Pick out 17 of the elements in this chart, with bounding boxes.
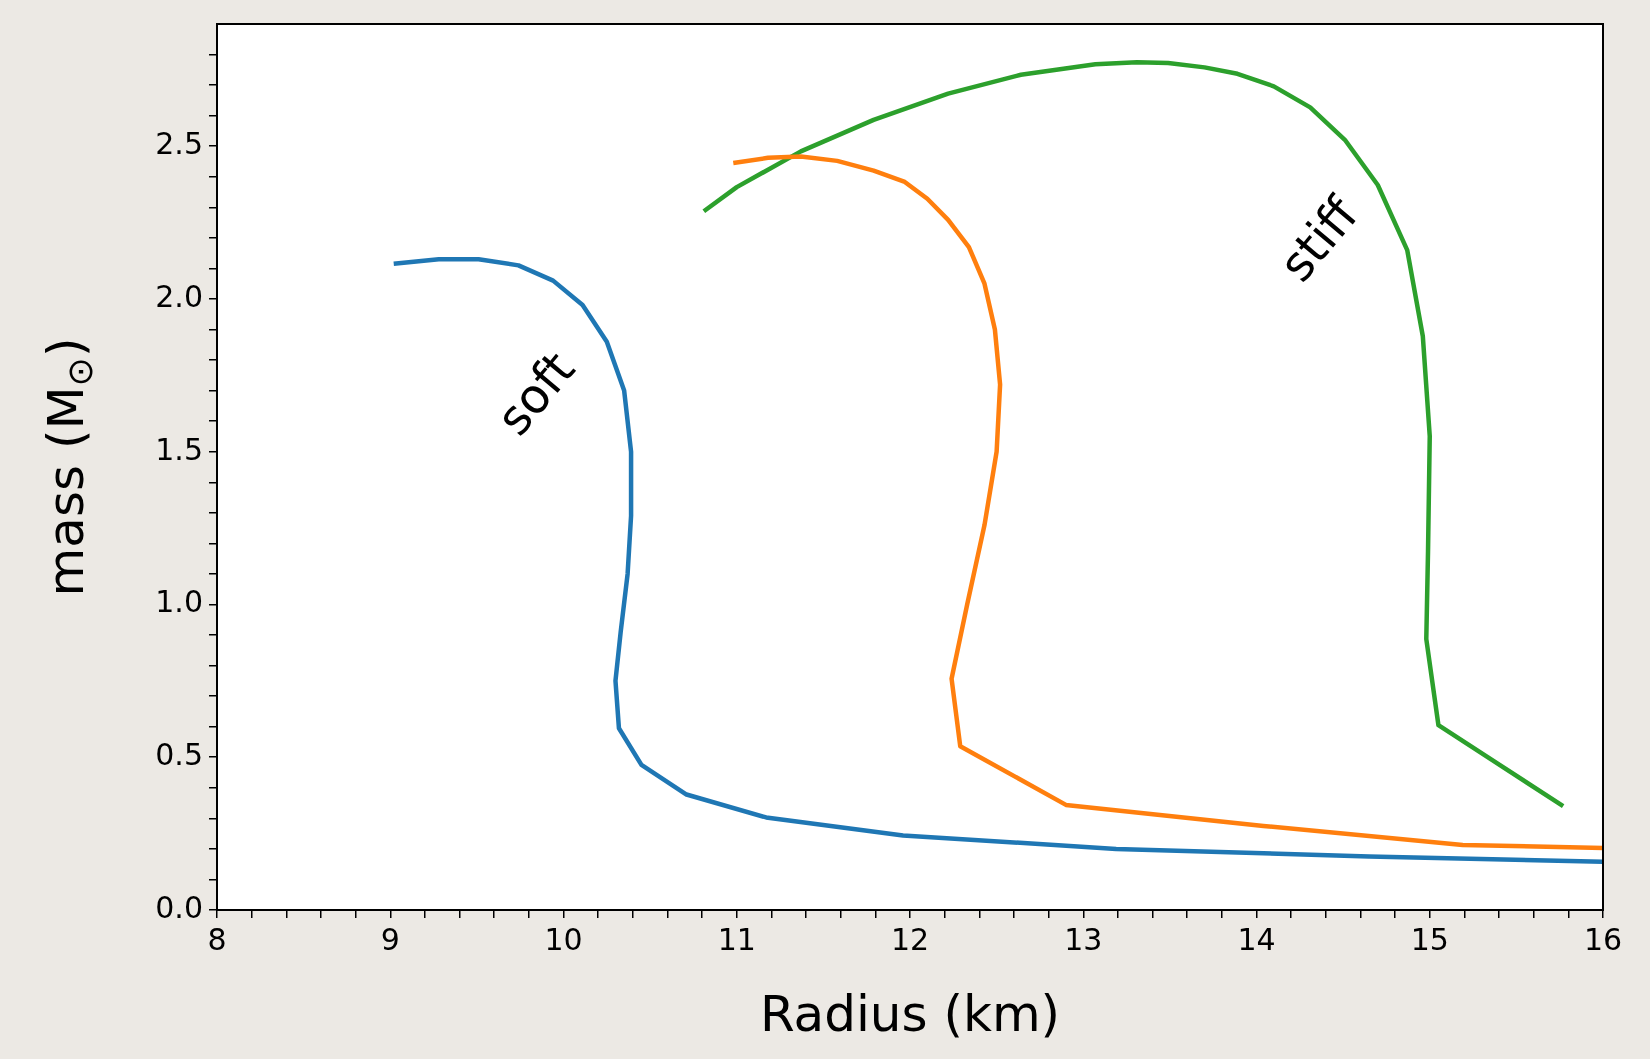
y-axis-title: mass (M⊙) <box>36 337 100 597</box>
y-tick-label: 1.0 <box>155 584 203 620</box>
x-tick-label: 14 <box>1237 921 1276 957</box>
y-tick-label: 0.0 <box>155 889 203 925</box>
y-tick-label: 1.5 <box>155 431 203 467</box>
y-tick-label: 0.5 <box>155 737 203 773</box>
x-tick-label: 10 <box>544 921 583 957</box>
x-tick-label: 13 <box>1064 921 1103 957</box>
x-tick-label: 9 <box>380 921 400 957</box>
x-tick-label: 15 <box>1410 921 1449 957</box>
x-tick-label: 8 <box>207 921 227 957</box>
x-tick-label: 16 <box>1583 921 1623 957</box>
x-axis-title: Radius (km) <box>759 984 1061 1043</box>
x-tick-label: 12 <box>890 921 930 957</box>
y-tick-label: 2.0 <box>155 278 203 314</box>
x-tick-label: 11 <box>717 921 756 957</box>
y-tick-label: 2.5 <box>155 126 203 161</box>
